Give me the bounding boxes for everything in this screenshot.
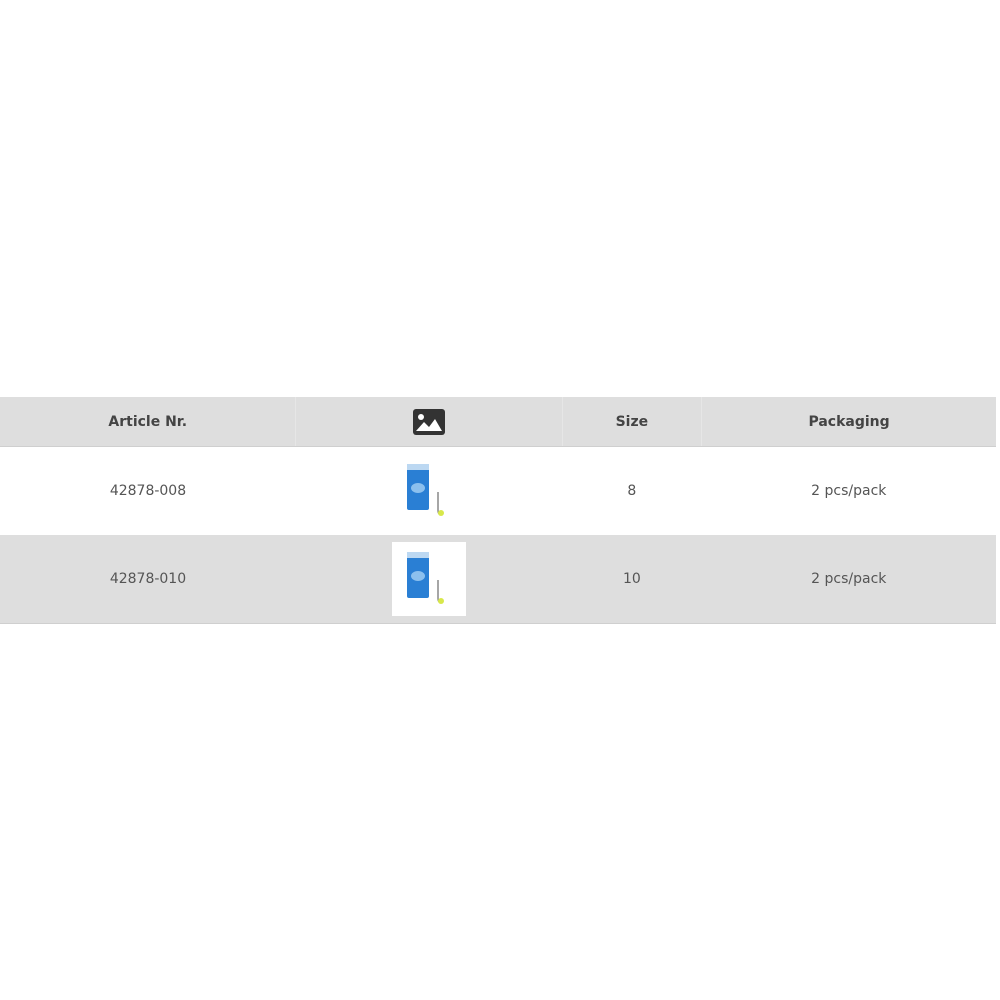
hook-pack-image <box>407 464 445 516</box>
image-icon <box>413 408 446 435</box>
product-thumbnail[interactable] <box>392 454 466 528</box>
size-value: 8 <box>562 446 702 535</box>
size-value: 10 <box>562 535 702 624</box>
table-row: 42878-010 10 2 pcs/pack <box>0 535 996 624</box>
header-image <box>295 397 563 447</box>
header-size: Size <box>562 397 703 447</box>
article-number: 42878-010 <box>0 535 296 624</box>
table-header-row: Article Nr. Size Packaging <box>0 397 996 447</box>
product-variants-table: Article Nr. Size Packaging 42878-008 <box>0 397 996 624</box>
header-article: Article Nr. <box>0 397 297 447</box>
hook-pack-image <box>407 552 445 604</box>
packaging-value: 2 pcs/pack <box>701 446 996 535</box>
article-number: 42878-008 <box>0 446 296 535</box>
product-image-cell <box>295 446 563 535</box>
packaging-value: 2 pcs/pack <box>701 535 996 624</box>
product-image-cell <box>295 535 563 624</box>
header-packaging: Packaging <box>701 397 996 447</box>
product-thumbnail[interactable] <box>392 542 467 616</box>
table-row: 42878-008 8 2 pcs/pack <box>0 446 996 535</box>
